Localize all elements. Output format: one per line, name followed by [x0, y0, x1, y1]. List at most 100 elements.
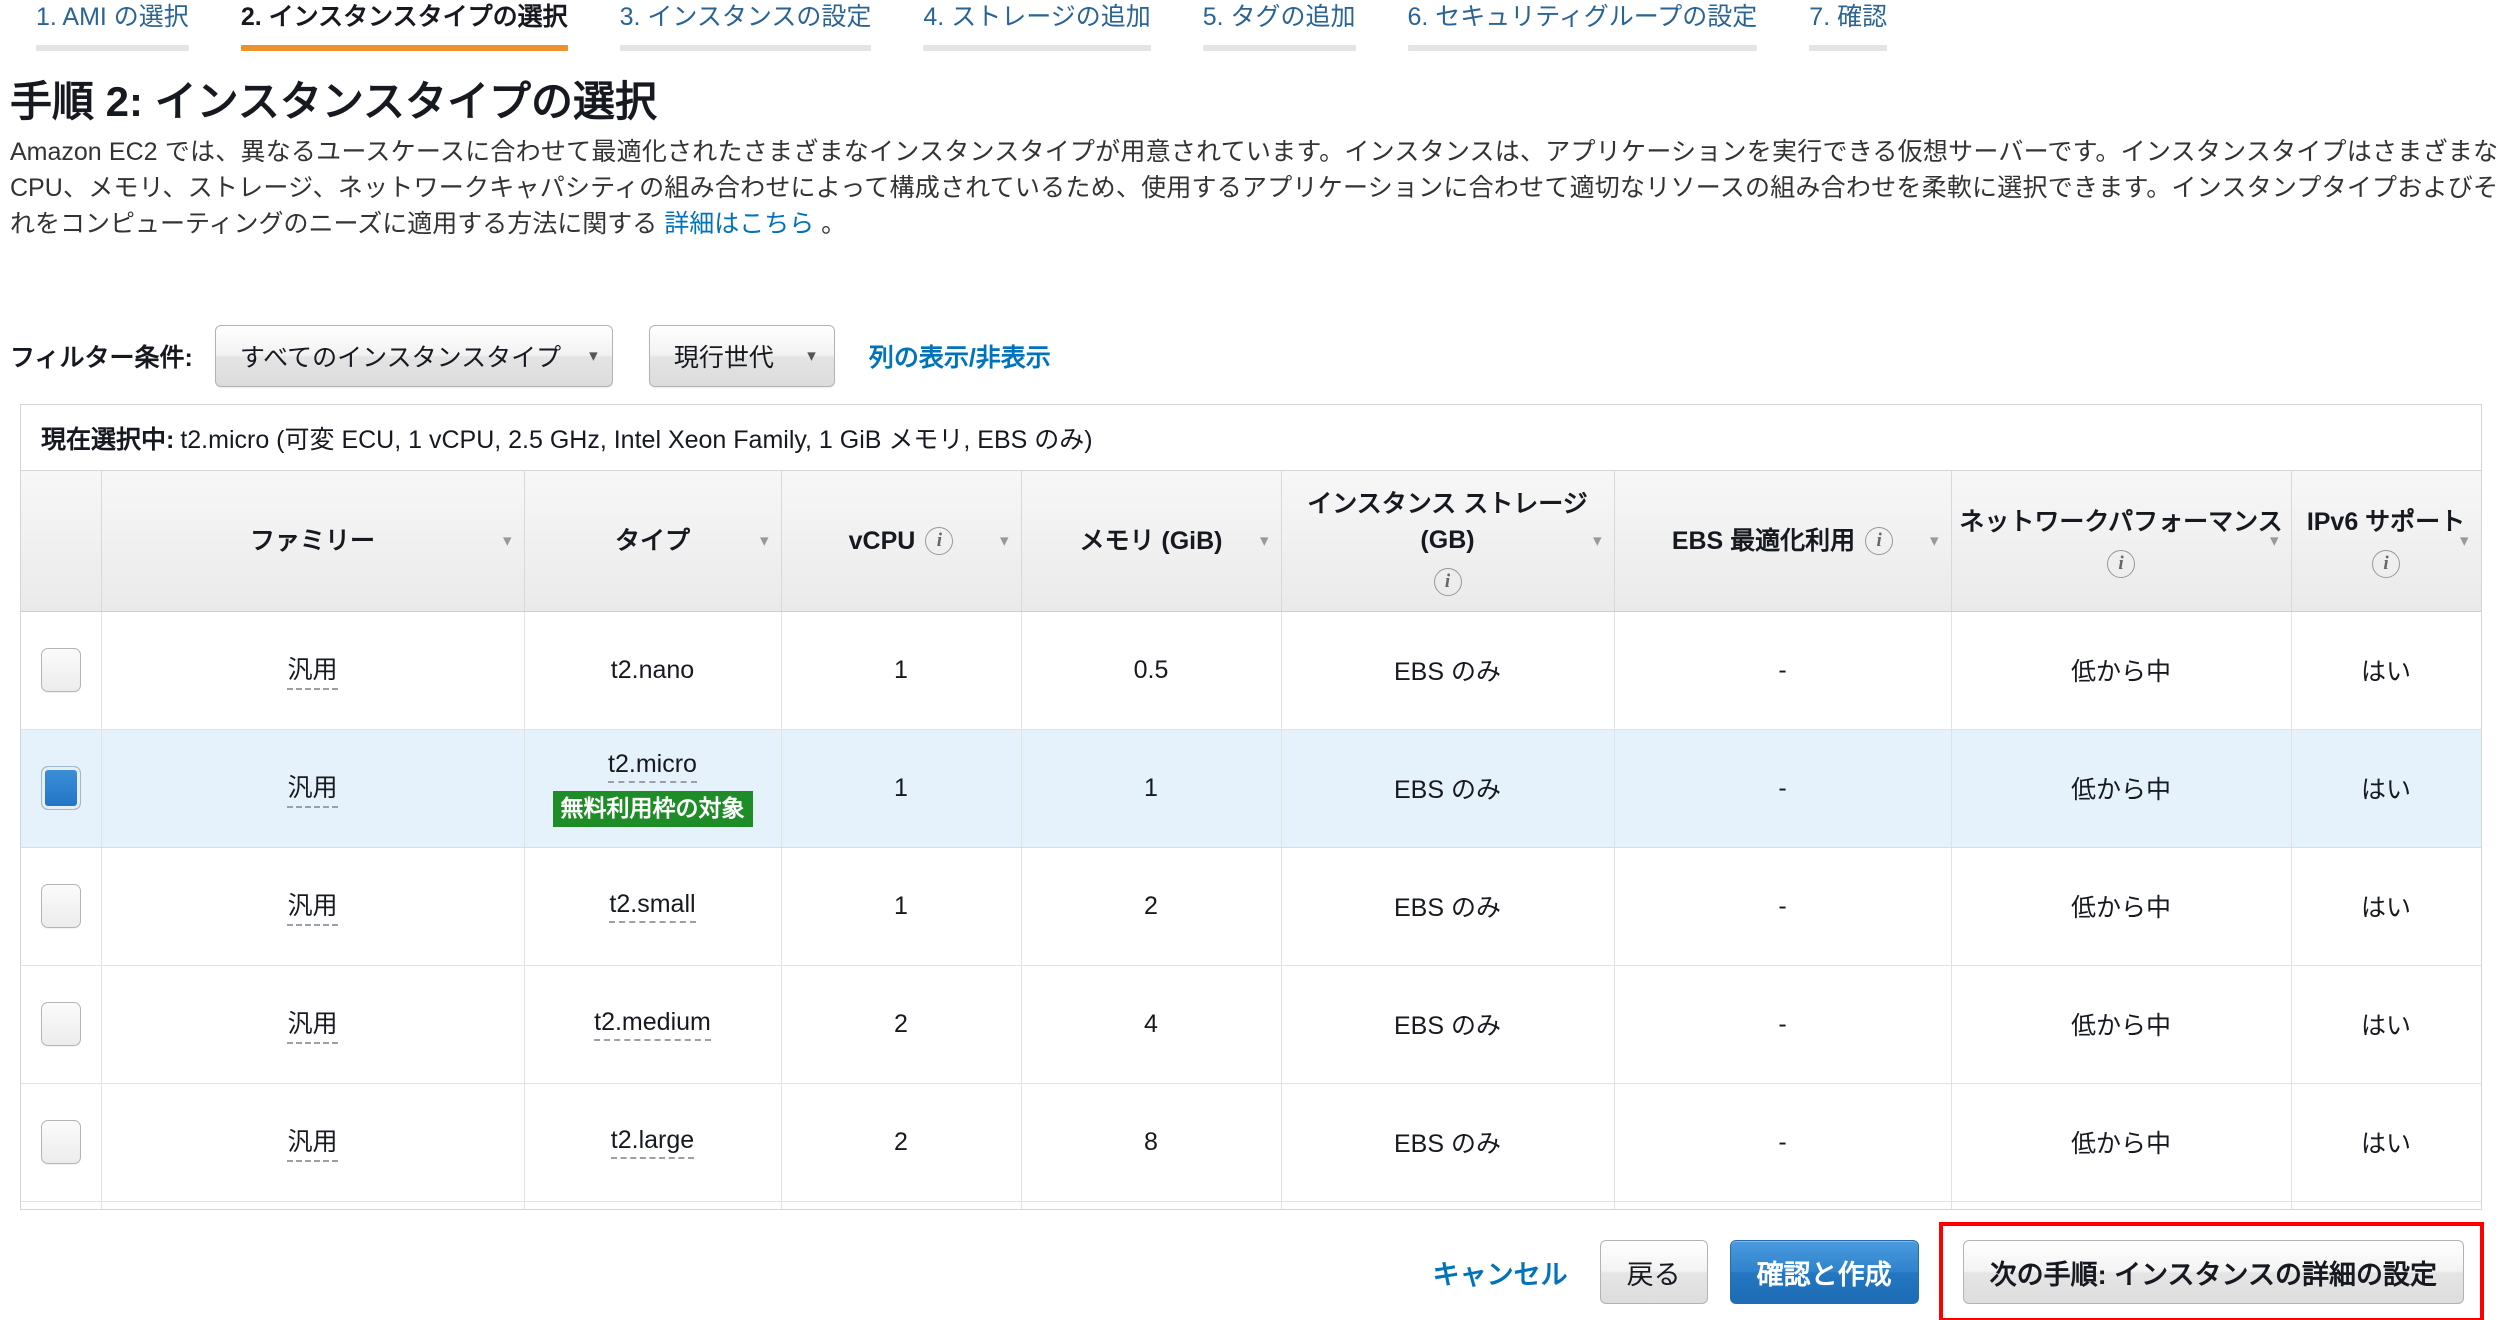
- row-select-cell[interactable]: [21, 729, 102, 848]
- column-header-inner: vCPU i: [788, 523, 1015, 559]
- sort-chevron-down-icon[interactable]: ▾: [1929, 530, 1939, 550]
- cell-value-memory: 8: [1144, 1127, 1158, 1156]
- cell-ebs_optimized: -: [1614, 729, 1952, 848]
- row-checkbox-checked[interactable]: [40, 766, 81, 810]
- cell-content: -: [1621, 1010, 1945, 1039]
- instance-type-filter-select[interactable]: すべてのインスタンスタイプ ▾: [214, 325, 613, 387]
- row-select-cell[interactable]: [21, 847, 102, 966]
- cell-value-ipv6: はい: [2360, 1012, 2411, 1040]
- cell-content: -: [1621, 1128, 1945, 1157]
- row-select-cell[interactable]: [21, 1201, 102, 1209]
- info-icon[interactable]: i: [1865, 526, 1894, 555]
- cell-value-ebs_optimized: -: [1778, 1009, 1787, 1038]
- sort-chevron-down-icon[interactable]: ▾: [759, 530, 769, 550]
- cell-content: 2: [1028, 892, 1275, 921]
- sort-chevron-down-icon[interactable]: ▾: [1259, 530, 1269, 550]
- column-header-5[interactable]: インスタンス ストレージ (GB) i ▾: [1281, 471, 1615, 612]
- wizard-step-label: 6. セキュリティグループの設定: [1407, 3, 1758, 31]
- table-row[interactable]: 汎用 t2.nano 1 0.5 EBS のみ - 低から中 はい: [21, 611, 2481, 730]
- next-step-button[interactable]: 次の手順: インスタンスの詳細の設定: [1962, 1240, 2464, 1304]
- wizard-step-3[interactable]: 3. インスタンスの設定: [594, 0, 898, 51]
- row-select-cell[interactable]: [21, 1083, 102, 1202]
- cell-network: 低から中: [1951, 729, 2292, 848]
- row-checkbox[interactable]: [40, 884, 81, 928]
- column-header-label: EBS 最適化利用: [1671, 526, 1856, 555]
- info-icon[interactable]: i: [1433, 567, 1462, 596]
- cell-content: 汎用: [108, 768, 518, 808]
- cell-value-type: t2.nano: [610, 655, 695, 684]
- cell-ipv6: はい: [2291, 1201, 2481, 1209]
- sort-chevron-down-icon[interactable]: ▾: [2459, 530, 2469, 550]
- page-description-suffix: 。: [814, 210, 847, 238]
- row-select-cell[interactable]: [21, 965, 102, 1084]
- cell-content: 4: [1028, 1010, 1275, 1039]
- back-button[interactable]: 戻る: [1599, 1240, 1708, 1304]
- wizard-step-label: 5. タグの追加: [1202, 3, 1356, 31]
- info-icon[interactable]: i: [2372, 549, 2400, 578]
- column-header-1[interactable]: ファミリー ▾: [101, 471, 525, 612]
- cell-value-vcpu: 2: [894, 1009, 908, 1038]
- cell-content: EBS のみ: [1288, 888, 1608, 924]
- cell-value-type: t2.medium: [594, 1008, 711, 1041]
- cell-value-family: 汎用: [287, 886, 338, 926]
- wizard-step-underline: [1407, 45, 1758, 51]
- cell-content: はい: [2298, 652, 2475, 688]
- sort-chevron-down-icon[interactable]: ▾: [502, 530, 512, 550]
- column-header-inner: メモリ (GiB): [1028, 523, 1275, 559]
- cell-content: 低から中: [1958, 1006, 2285, 1042]
- cell-ipv6: はい: [2291, 965, 2481, 1084]
- table-body: 汎用 t2.nano 1 0.5 EBS のみ - 低から中 はい 汎用 t2.micro 無料利用…: [21, 611, 2481, 1209]
- table-row[interactable]: 汎用 t2.large 2 8 EBS のみ - 低から中 はい: [21, 1083, 2481, 1202]
- table-row[interactable]: 汎用 t2.small 1 2 EBS のみ - 低から中 はい: [21, 847, 2481, 966]
- wizard-step-2[interactable]: 2. インスタンスタイプの選択: [215, 0, 594, 51]
- cell-type: t2.xlarge: [524, 1201, 782, 1209]
- column-header-8[interactable]: IPv6 サポート i ▾: [2291, 471, 2481, 612]
- column-header-3[interactable]: vCPU i ▾: [781, 471, 1022, 612]
- column-header-7[interactable]: ネットワークパフォーマンス i ▾: [1951, 471, 2292, 612]
- cell-content: はい: [2298, 888, 2475, 924]
- table-row[interactable]: 汎用 t2.medium 2 4 EBS のみ - 低から中 はい: [21, 965, 2481, 1084]
- column-header-label: タイプ: [614, 526, 690, 555]
- chevron-down-icon: ▾: [807, 346, 816, 365]
- sort-chevron-down-icon[interactable]: ▾: [1592, 530, 1602, 550]
- table-row[interactable]: 汎用 t2.micro 無料利用枠の対象 1 1 EBS のみ - 低から中 はい: [21, 729, 2481, 848]
- info-icon[interactable]: i: [925, 526, 954, 555]
- cell-family: 汎用: [101, 965, 525, 1084]
- sort-chevron-down-icon[interactable]: ▾: [999, 530, 1009, 550]
- cell-network: 低から中: [1951, 847, 2292, 966]
- column-header-6[interactable]: EBS 最適化利用 i ▾: [1614, 471, 1952, 612]
- learn-more-link[interactable]: 詳細はこちら: [664, 210, 815, 238]
- wizard-step-4[interactable]: 4. ストレージの追加: [897, 0, 1176, 51]
- wizard-step-5[interactable]: 5. タグの追加: [1177, 0, 1382, 51]
- row-checkbox[interactable]: [40, 648, 81, 692]
- info-icon[interactable]: i: [2107, 549, 2135, 578]
- wizard-step-6[interactable]: 6. セキュリティグループの設定: [1382, 0, 1784, 51]
- column-header-label: メモリ (GiB): [1079, 526, 1223, 555]
- cell-value-ipv6: はい: [2360, 658, 2411, 686]
- wizard-step-1[interactable]: 1. AMI の選択: [10, 0, 215, 51]
- review-and-launch-button[interactable]: 確認と作成: [1729, 1240, 1919, 1304]
- cell-value-memory: 0.5: [1133, 655, 1169, 684]
- generation-filter-select[interactable]: 現行世代 ▾: [648, 325, 835, 387]
- cell-content: EBS のみ: [1288, 1124, 1608, 1160]
- cell-ebs_optimized: -: [1614, 1083, 1952, 1202]
- column-header-2[interactable]: タイプ ▾: [524, 471, 782, 612]
- row-checkbox[interactable]: [40, 1120, 81, 1164]
- row-checkbox[interactable]: [40, 1002, 81, 1046]
- column-header-4[interactable]: メモリ (GiB) ▾: [1021, 471, 1282, 612]
- cell-value-type: t2.small: [609, 890, 696, 923]
- show-hide-columns-link[interactable]: 列の表示/非表示: [868, 344, 1051, 372]
- wizard-step-7[interactable]: 7. 確認: [1783, 0, 1913, 51]
- instance-type-table-wrapper[interactable]: ファミリー ▾ タイプ ▾ vCPU i ▾ メモリ (GiB) ▾ インスタンス ストレージ (…: [20, 470, 2482, 1210]
- cell-ebs_optimized: -: [1614, 611, 1952, 730]
- cell-content: -: [1621, 892, 1945, 921]
- cell-memory: 1: [1021, 729, 1282, 848]
- page-description: Amazon EC2 では、異なるユースケースに合わせて最適化されたさまざまなイ…: [10, 134, 2498, 242]
- cell-type: t2.nano: [524, 611, 782, 730]
- wizard-step-label: 2. インスタンスタイプの選択: [240, 3, 568, 31]
- row-select-cell[interactable]: [21, 611, 102, 730]
- sort-chevron-down-icon[interactable]: ▾: [2269, 530, 2279, 550]
- wizard-step-underline: [923, 45, 1151, 51]
- cancel-button[interactable]: キャンセル: [1432, 1259, 1568, 1290]
